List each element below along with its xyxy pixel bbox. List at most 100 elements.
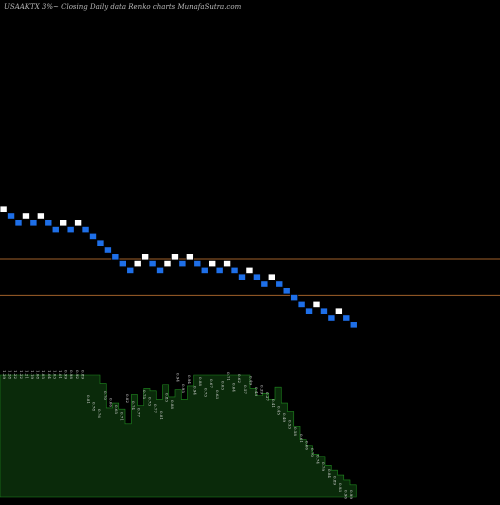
renko-brick-down [260,280,269,288]
renko-brick-down [282,287,291,295]
renko-brick-down [103,246,112,254]
renko-brick-up [170,253,179,261]
renko-brick-down [89,232,98,240]
renko-brick-down [237,273,246,281]
volume-label: 0.75 [142,390,147,399]
volume-label: 0.66 [108,398,113,407]
renko-brick-up [334,307,343,315]
volume-label: 0.81 [159,411,164,420]
volume-label: 0.71 [120,412,125,421]
volume-label: 1.04 [47,370,52,379]
renko-brick-down [215,266,224,275]
volume-label: 0.45 [276,406,281,415]
renko-brick-down [252,273,261,281]
renko-brick-down [51,225,60,234]
renko-brick-down [118,259,127,268]
volume-label: 0.98 [69,370,74,379]
renko-brick-down [7,212,16,220]
volume-label: 0.99 [64,370,69,379]
volume-label: 1.05 [41,370,46,379]
volume-label: 0.67 [209,379,214,388]
renko-brick-down [297,300,306,309]
volume-label: 0.63 [220,381,225,390]
volume-label: 0.64 [232,383,237,392]
renko-brick-up [36,212,45,220]
volume-label: 0.99 [349,490,354,499]
renko-brick-up [163,259,172,268]
volume-label: 1.22 [19,370,24,379]
renko-brick-down [148,259,157,268]
volume-label: 1.19 [30,370,35,379]
renko-brick-up [185,253,194,261]
volume-label: 0.89 [332,476,337,485]
renko-brick-down [319,307,328,315]
volume-label: 0.49 [282,413,287,422]
volume-label: 0.94 [187,375,192,384]
volume-area [0,374,357,498]
renko-brick-up [208,259,217,268]
volume-label: 0.66 [304,441,309,450]
renko-brick-down [44,219,53,227]
renko-brick-up [223,259,232,268]
volume-label: 0.77 [136,408,141,417]
volume-label: 0.71 [226,372,231,381]
volume-label: 0.93 [338,483,343,492]
renko-brick-down [178,259,187,268]
renko-brick-down [200,266,209,275]
renko-brick-down [156,266,165,275]
volume-label: 0.70 [103,391,108,400]
volume-label: 0.78 [92,402,97,411]
renko-brick-down [126,266,135,275]
renko-brick-up [312,300,321,309]
volume-label: 0.74 [131,401,136,410]
renko-brick-down [349,321,358,329]
renko-brick-down [342,314,351,322]
volume-label: 0.83 [164,393,169,402]
volume-label: 0.88 [198,377,203,386]
renko-brick-up [21,212,30,220]
volume-label: 0.70 [310,448,315,457]
renko-brick-up [245,266,254,275]
renko-brick-down [29,219,38,227]
volume-label: 1.29 [2,370,7,379]
volume-label: 1.21 [24,370,29,379]
volume-label: 0.63 [215,390,220,399]
volume-label: 0.81 [86,395,91,404]
renko-brick-down [230,266,239,275]
volume-label: 0.92 [75,370,80,379]
renko-brick-up [74,219,83,227]
renko-brick-down [81,225,90,234]
volume-label: 0.76 [97,409,102,418]
renko-brick-down [111,253,120,261]
volume-label: 0.37 [265,392,270,401]
renko-brick-down [305,307,314,315]
renko-brick-down [290,293,299,302]
volume-label: 0.49 [248,376,253,385]
volume-label: 0.96 [344,490,349,499]
volume-label: 0.89 [80,370,85,379]
volume-label: 0.73 [148,397,153,406]
volume-label: 1.08 [36,370,41,379]
volume-label: 0.95 [181,384,186,393]
volume-label: 1.01 [58,370,63,379]
volume-label: 0.62 [237,374,242,383]
volume-label: 0.74 [316,455,321,464]
volume-label: 0.39 [260,385,265,394]
volume-label: 0.43 [254,387,259,396]
volume-label: 0.41 [271,399,276,408]
volume-label: 0.58 [293,427,298,436]
chart-header: USAAKTX 3%~ Closing Daily data Renko cha… [4,3,242,11]
volume-label: 0.84 [327,469,332,478]
volume-label: 1.28 [8,370,13,379]
renko-brick-up [141,253,150,261]
renko-brick-down [14,219,23,227]
volume-label: 0.94 [192,386,197,395]
volume-label: 0.61 [299,434,304,443]
volume-label: 0.88 [170,400,175,409]
volume-label: 0.57 [243,385,248,394]
renko-brick-down [193,259,202,268]
volume-label: 0.82 [125,394,130,403]
renko-brick-up [59,219,68,227]
volume-label: 0.94 [176,373,181,382]
